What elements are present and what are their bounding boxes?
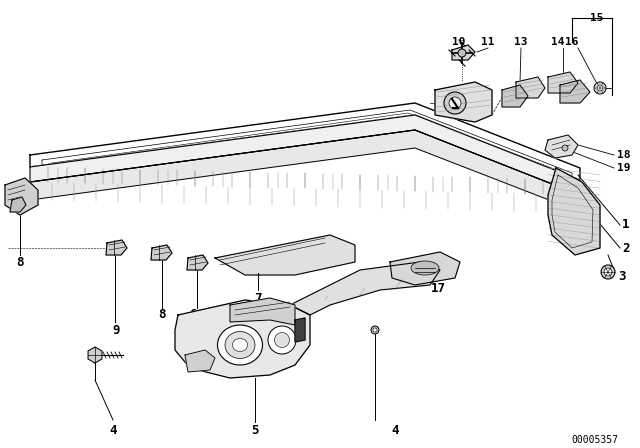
Polygon shape xyxy=(545,135,578,158)
Ellipse shape xyxy=(444,92,466,114)
Polygon shape xyxy=(30,115,580,195)
Polygon shape xyxy=(175,300,310,378)
Ellipse shape xyxy=(218,325,262,365)
Polygon shape xyxy=(560,80,590,103)
Ellipse shape xyxy=(371,326,379,334)
Text: 13: 13 xyxy=(515,37,528,47)
Text: 8: 8 xyxy=(158,309,166,322)
Polygon shape xyxy=(30,103,580,180)
Polygon shape xyxy=(88,347,102,363)
Text: 1: 1 xyxy=(465,99,470,108)
Text: 5: 5 xyxy=(252,423,259,436)
Polygon shape xyxy=(30,130,580,212)
Polygon shape xyxy=(215,235,355,275)
Ellipse shape xyxy=(601,265,615,279)
Polygon shape xyxy=(5,178,38,215)
Polygon shape xyxy=(548,168,600,255)
Ellipse shape xyxy=(604,268,612,276)
Text: 19: 19 xyxy=(617,163,630,173)
Ellipse shape xyxy=(268,326,296,354)
Text: 1: 1 xyxy=(622,219,630,232)
Text: 8: 8 xyxy=(16,255,24,268)
Polygon shape xyxy=(185,350,215,372)
Ellipse shape xyxy=(562,145,568,151)
Text: 2: 2 xyxy=(622,241,630,254)
Polygon shape xyxy=(516,77,545,98)
Ellipse shape xyxy=(275,332,289,348)
Polygon shape xyxy=(187,255,208,270)
Text: 10: 10 xyxy=(452,37,466,47)
Ellipse shape xyxy=(225,332,255,358)
Text: 11: 11 xyxy=(481,37,495,47)
Text: 16: 16 xyxy=(565,37,579,47)
Ellipse shape xyxy=(597,85,603,91)
Polygon shape xyxy=(10,197,26,212)
Text: 18: 18 xyxy=(617,150,630,160)
Polygon shape xyxy=(452,45,475,60)
Text: 4: 4 xyxy=(109,423,116,436)
Text: 4: 4 xyxy=(391,423,399,436)
Polygon shape xyxy=(151,245,172,260)
Text: 17: 17 xyxy=(431,281,445,294)
Ellipse shape xyxy=(449,97,461,109)
Polygon shape xyxy=(435,82,492,122)
Polygon shape xyxy=(230,298,295,325)
Ellipse shape xyxy=(594,82,606,94)
Polygon shape xyxy=(502,85,528,107)
Ellipse shape xyxy=(411,261,439,275)
Polygon shape xyxy=(390,252,460,285)
Ellipse shape xyxy=(373,328,377,332)
Polygon shape xyxy=(548,72,578,93)
Ellipse shape xyxy=(232,339,248,352)
Text: 6: 6 xyxy=(189,309,196,322)
Polygon shape xyxy=(295,318,305,342)
Polygon shape xyxy=(290,262,440,315)
Ellipse shape xyxy=(458,49,466,57)
Text: 3: 3 xyxy=(618,271,626,284)
Text: 9: 9 xyxy=(112,323,120,336)
Text: 15: 15 xyxy=(590,13,604,23)
Text: 12: 12 xyxy=(435,95,449,105)
Text: 14: 14 xyxy=(551,37,564,47)
Text: 7: 7 xyxy=(254,292,262,305)
Polygon shape xyxy=(106,240,127,255)
Text: 00005357: 00005357 xyxy=(572,435,618,445)
